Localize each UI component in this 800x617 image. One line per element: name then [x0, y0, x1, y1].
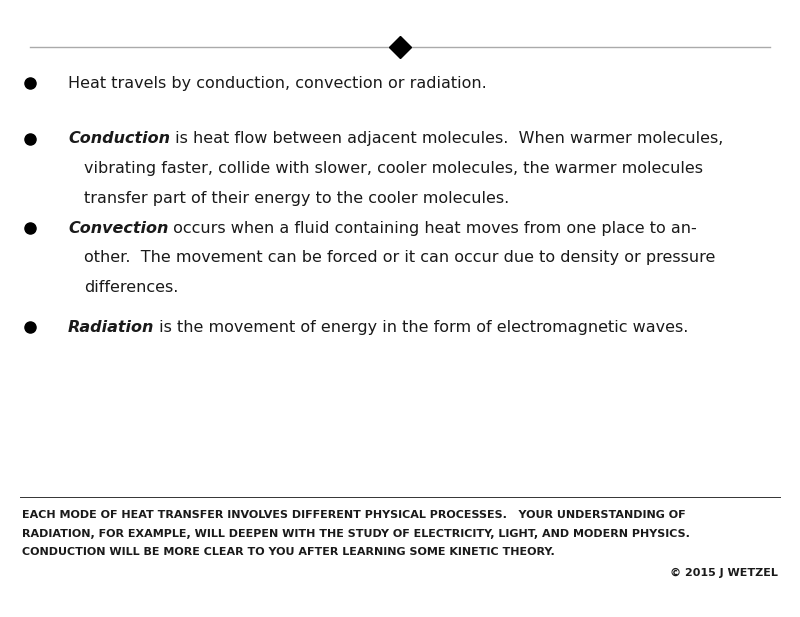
Text: is the movement of energy in the form of electromagnetic waves.: is the movement of energy in the form of…	[154, 320, 689, 334]
Text: © 2015 J WETZEL: © 2015 J WETZEL	[670, 568, 778, 578]
Text: vibrating faster, collide with slower, cooler molecules, the warmer molecules: vibrating faster, collide with slower, c…	[84, 161, 703, 176]
Text: occurs when a fluid containing heat moves from one place to an-: occurs when a fluid containing heat move…	[168, 221, 697, 236]
Text: Convection: Convection	[68, 221, 168, 236]
Text: Radiation: Radiation	[68, 320, 154, 334]
Text: RADIATION, FOR EXAMPLE, WILL DEEPEN WITH THE STUDY OF ELECTRICITY, LIGHT, AND MO: RADIATION, FOR EXAMPLE, WILL DEEPEN WITH…	[22, 529, 690, 539]
Text: CONDUCTION WILL BE MORE CLEAR TO YOU AFTER LEARNING SOME KINETIC THEORY.: CONDUCTION WILL BE MORE CLEAR TO YOU AFT…	[22, 547, 555, 557]
Text: EACH MODE OF HEAT TRANSFER INVOLVES DIFFERENT PHYSICAL PROCESSES.   YOUR UNDERST: EACH MODE OF HEAT TRANSFER INVOLVES DIFF…	[22, 510, 686, 520]
Text: transfer part of their energy to the cooler molecules.: transfer part of their energy to the coo…	[84, 191, 510, 205]
Text: Conduction: Conduction	[68, 131, 170, 146]
Text: Heat travels by conduction, convection or radiation.: Heat travels by conduction, convection o…	[68, 76, 486, 91]
Text: differences.: differences.	[84, 280, 178, 295]
Text: other.  The movement can be forced or it can occur due to density or pressure: other. The movement can be forced or it …	[84, 251, 715, 265]
Text: is heat flow between adjacent molecules.  When warmer molecules,: is heat flow between adjacent molecules.…	[170, 131, 723, 146]
